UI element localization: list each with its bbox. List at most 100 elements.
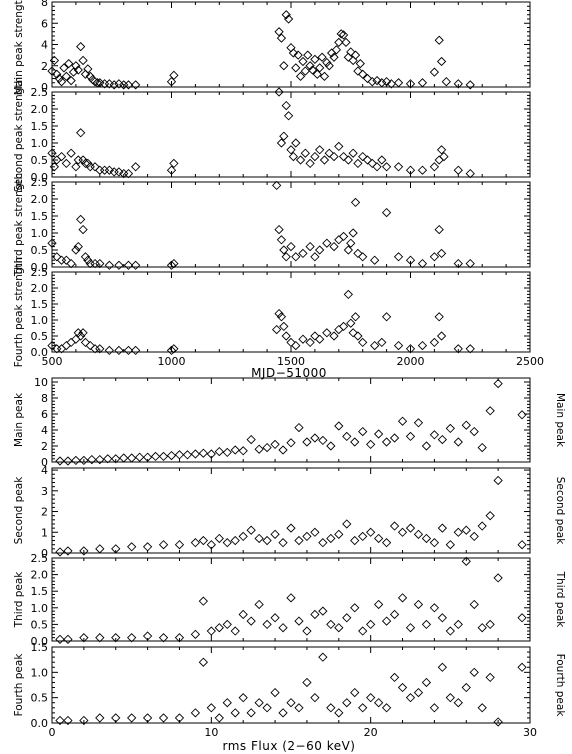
- y-tick-label: 2.5: [31, 86, 49, 99]
- data-point: [230, 626, 240, 636]
- plot-frame: [51, 467, 531, 554]
- data-point: [61, 255, 71, 265]
- data-point: [276, 138, 287, 148]
- data-point: [326, 533, 336, 544]
- data-point: [353, 331, 363, 341]
- data-point: [214, 446, 224, 457]
- data-point: [393, 340, 404, 351]
- data-point: [377, 155, 387, 165]
- data-point: [166, 260, 177, 270]
- data-point: [445, 540, 455, 550]
- x-tick-label: 1000: [158, 355, 186, 368]
- data-point: [405, 165, 416, 175]
- data-point: [437, 662, 448, 672]
- data-point: [348, 55, 358, 66]
- plot-frame: [51, 377, 531, 463]
- data-point: [276, 235, 287, 245]
- data-point: [206, 449, 216, 459]
- data-point: [214, 713, 224, 723]
- data-point: [55, 634, 65, 644]
- data-point: [286, 337, 296, 348]
- data-point: [310, 151, 320, 162]
- y-tick-label: 0: [41, 456, 48, 469]
- data-point: [131, 80, 141, 90]
- y-tick-label: 2: [41, 506, 48, 519]
- data-point: [61, 158, 71, 169]
- data-point: [206, 626, 216, 636]
- data-point: [465, 344, 475, 354]
- data-point: [103, 454, 113, 464]
- y-tick-label: 1.0: [31, 137, 49, 150]
- data-point: [302, 531, 312, 542]
- plot-frame: [51, 271, 531, 353]
- data-point: [293, 50, 303, 60]
- data-point: [95, 544, 105, 554]
- data-point: [517, 540, 527, 550]
- data-point: [68, 67, 79, 77]
- data-point: [436, 56, 447, 67]
- data-point: [397, 416, 408, 426]
- data-point: [230, 535, 240, 546]
- data-point: [437, 434, 448, 445]
- data-point: [198, 448, 209, 458]
- data-point: [174, 450, 185, 460]
- data-point: [358, 337, 368, 348]
- data-point: [393, 252, 404, 262]
- data-point: [142, 631, 153, 641]
- top-x-axis-label: MJD−51000: [251, 366, 327, 380]
- y-tick-label: 4: [41, 464, 48, 477]
- data-point: [343, 245, 353, 255]
- data-point: [214, 623, 224, 633]
- data-point: [73, 241, 83, 252]
- data-point: [274, 308, 284, 319]
- data-point: [453, 698, 463, 708]
- data-point: [338, 231, 349, 242]
- data-point: [49, 162, 60, 172]
- data-point: [434, 155, 444, 165]
- data-point: [294, 422, 304, 433]
- data-point: [111, 633, 121, 643]
- data-point: [305, 241, 315, 252]
- y-axis-label-right: Second peak: [554, 477, 566, 546]
- data-point: [469, 426, 479, 437]
- data-point: [305, 61, 315, 71]
- y-tick-label: 1.5: [31, 210, 49, 223]
- data-point: [307, 65, 318, 75]
- data-point: [305, 158, 315, 169]
- data-point: [350, 687, 360, 698]
- data-point: [119, 453, 129, 463]
- data-point: [334, 708, 344, 718]
- data-point: [61, 71, 71, 82]
- data-point: [421, 619, 432, 630]
- data-point: [104, 165, 114, 175]
- panel-1: 0 2 4 6 8 Main peak strength: [13, 0, 531, 95]
- data-point: [373, 429, 384, 439]
- data-point: [66, 148, 76, 158]
- plot-frame: [51, 91, 531, 178]
- y-tick-label: 1.5: [31, 298, 49, 311]
- y-tick-label: 0.5: [31, 618, 49, 631]
- data-point: [286, 438, 296, 448]
- data-point: [381, 703, 392, 713]
- data-point: [381, 312, 392, 322]
- data-point: [343, 289, 353, 300]
- data-point: [312, 69, 322, 79]
- data-point: [169, 158, 179, 169]
- data-point: [493, 475, 503, 486]
- data-point: [123, 260, 134, 270]
- data-point: [294, 703, 304, 713]
- x-tick-label: 2000: [397, 355, 425, 368]
- data-point: [246, 708, 256, 718]
- data-point: [190, 537, 201, 548]
- series-points: [47, 289, 475, 356]
- data-point: [461, 525, 471, 535]
- data-point: [78, 224, 88, 235]
- data-point: [334, 623, 344, 633]
- data-point: [477, 442, 487, 453]
- data-point: [348, 328, 358, 338]
- data-point: [286, 241, 296, 252]
- data-point: [413, 599, 424, 610]
- data-point: [270, 687, 280, 698]
- data-point: [366, 439, 376, 450]
- data-point: [350, 437, 360, 447]
